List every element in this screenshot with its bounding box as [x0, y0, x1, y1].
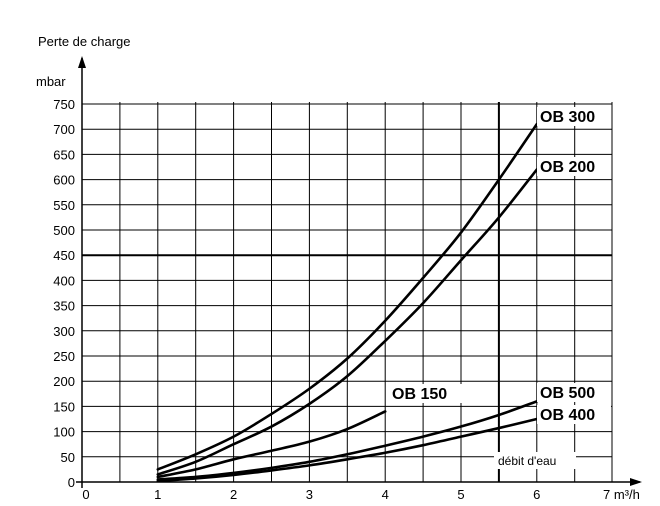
- y-tick-label: 750: [53, 97, 75, 112]
- x-tick-label: 3: [306, 487, 313, 502]
- y-tick-label: 500: [53, 223, 75, 238]
- grid: [82, 102, 613, 483]
- y-tick-label: 300: [53, 324, 75, 339]
- y-tick-label: 200: [53, 374, 75, 389]
- y-tick-label: 50: [61, 450, 75, 465]
- x-axis-arrow: [630, 478, 642, 486]
- x-tick-label: 4: [382, 487, 389, 502]
- series-line-ob-200: [156, 168, 539, 476]
- y-tick-label: 350: [53, 299, 75, 314]
- y-tick-label: 550: [53, 198, 75, 213]
- y-tick-label: 400: [53, 273, 75, 288]
- y-tick-label: 650: [53, 147, 75, 162]
- x-tick-label: 6: [533, 487, 540, 502]
- series-line-ob-500: [156, 400, 539, 481]
- series-label-ob-150: OB 150: [392, 386, 447, 403]
- series-labels: OB 300 OB 200 OB 150 OB 500 OB 400: [389, 107, 611, 424]
- series-label-bg-ob-500: [537, 383, 611, 402]
- y-tick-label: 0: [68, 475, 75, 490]
- y-tick-label: 600: [53, 173, 75, 188]
- series-line-ob-300: [156, 122, 539, 471]
- y-tick-labels: 0 50 100 150 200 250 300 350 400 450 500 550 600 650 7…: [53, 97, 75, 490]
- x-tick-label: 2: [230, 487, 237, 502]
- series-label-ob-400: OB 400: [540, 407, 595, 424]
- series-label-ob-300: OB 300: [540, 109, 595, 126]
- y-tick-label: 700: [53, 122, 75, 137]
- reference-lines: [82, 102, 612, 482]
- series-label-ob-500: OB 500: [540, 385, 595, 402]
- y-tick-label: 100: [53, 425, 75, 440]
- y-tick-label: 150: [53, 399, 75, 414]
- y-axis-unit: mbar: [36, 74, 66, 89]
- annotation-debit: débit d'eau: [498, 454, 556, 468]
- y-axis-title: Perte de charge: [38, 34, 131, 49]
- x-tick-label: 1: [154, 487, 161, 502]
- series-lines: [156, 122, 539, 483]
- x-tick-labels: 0 1 2 3 4 5 6: [82, 487, 540, 502]
- y-tick-label: 450: [53, 248, 75, 263]
- series-label-bg-ob-150: [389, 384, 463, 403]
- y-tick-label: 250: [53, 349, 75, 364]
- x-axis-unit: 7 m³/h: [603, 487, 640, 502]
- axes: [76, 56, 642, 488]
- series-label-bg-ob-400: [537, 405, 611, 424]
- series-label-ob-200: OB 200: [540, 159, 595, 176]
- series-line-ob-400: [156, 417, 539, 483]
- annotation-background: [494, 452, 576, 469]
- series-label-bg-ob-200: [537, 157, 611, 176]
- x-tick-label: 5: [457, 487, 464, 502]
- y-axis-arrow: [78, 56, 86, 68]
- series-line-ob-150: [156, 410, 387, 479]
- series-label-bg-ob-300: [537, 107, 611, 126]
- x-tick-label: 0: [82, 487, 89, 502]
